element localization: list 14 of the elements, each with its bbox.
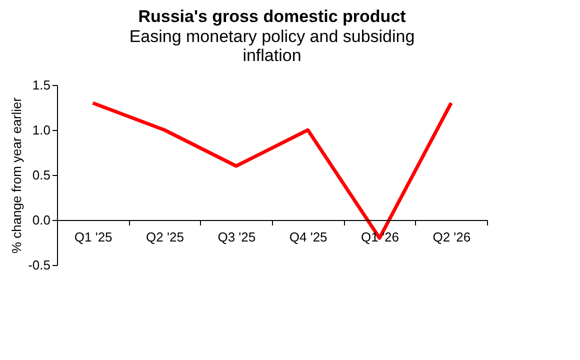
chart-subtitle: Easing monetary policy and subsiding inflation — [129, 27, 415, 65]
y-tick-label: -0.5 — [28, 258, 50, 272]
x-tick-label: Q2 '25 — [146, 230, 184, 244]
y-tick-label: 1.5 — [32, 78, 50, 92]
y-tick-label: 0.5 — [32, 168, 50, 182]
x-tick-label: Q1 '25 — [74, 230, 112, 244]
y-tick-label: 1.0 — [32, 122, 50, 138]
y-tick-label: 0.0 — [32, 212, 50, 228]
x-tick-label: Q1 '26 — [361, 230, 399, 244]
x-tick-label: Q4 '25 — [289, 230, 328, 244]
x-tick-label: Q3 '25 — [218, 230, 256, 244]
x-tick-label: Q2 '26 — [432, 230, 471, 244]
y-axis-title: % change from year earlier — [9, 96, 24, 254]
chart-title: Russia's gross domestic product — [138, 7, 406, 26]
